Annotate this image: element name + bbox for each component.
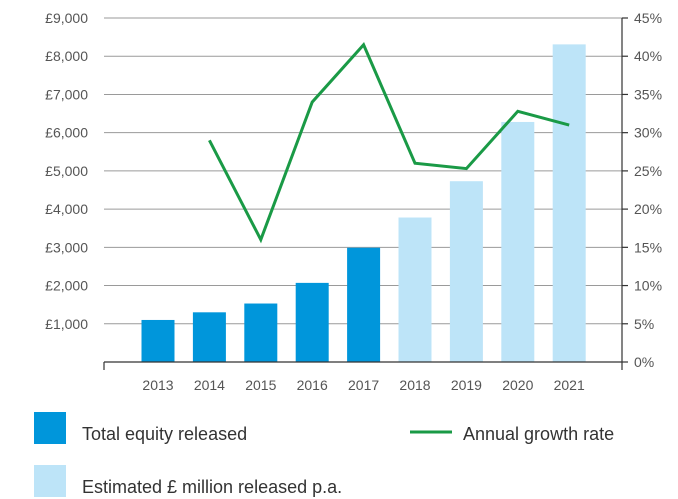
right-axis-ticks: 0% 5% 10% 15% 20% 25% 30% 35% 40% 45% xyxy=(634,10,662,370)
right-axis-tick-label: 25% xyxy=(634,163,662,179)
bar xyxy=(141,319,175,362)
left-axis-tick-label: £2,000 xyxy=(45,278,88,294)
growth-line xyxy=(208,42,570,244)
left-axis-tick-label: £7,000 xyxy=(45,86,88,102)
bar xyxy=(398,217,432,362)
right-axis-tick-label: 0% xyxy=(634,354,654,370)
gridlines xyxy=(104,17,622,325)
x-axis-tick-label: 2017 xyxy=(348,377,379,393)
right-axis-tick-label: 35% xyxy=(634,86,662,102)
left-axis-tick-label: £1,000 xyxy=(45,316,88,332)
right-axis-tick-label: 15% xyxy=(634,239,662,255)
legend: Total equity released Annual growth rate… xyxy=(34,412,614,497)
right-axis-tick-label: 45% xyxy=(634,10,662,26)
left-axis-tick-label: £6,000 xyxy=(45,125,88,141)
left-axis-tick-label: £8,000 xyxy=(45,48,88,64)
right-axis-tick-label: 40% xyxy=(634,48,662,64)
legend-label-total: Total equity released xyxy=(82,424,247,444)
growth-line-series xyxy=(208,42,570,244)
left-axis-tick-label: £5,000 xyxy=(45,163,88,179)
left-axis-tick-label: £4,000 xyxy=(45,201,88,217)
legend-label-growth: Annual growth rate xyxy=(463,424,614,444)
right-axis-tick-label: 20% xyxy=(634,201,662,217)
x-axis-tick-label: 2015 xyxy=(245,377,276,393)
left-axis-tick-label: £3,000 xyxy=(45,239,88,255)
bar xyxy=(449,181,483,362)
x-axis-ticks: 2013 2014 2015 2016 2017 2018 2019 2020 2021 xyxy=(142,377,585,393)
legend-swatch-estimated xyxy=(34,465,66,497)
x-axis-tick-label: 2019 xyxy=(451,377,482,393)
right-axis-tick-label: 10% xyxy=(634,278,662,294)
x-axis-tick-label: 2020 xyxy=(502,377,533,393)
x-axis-tick-label: 2021 xyxy=(554,377,585,393)
x-axis-tick-label: 2014 xyxy=(194,377,225,393)
axes xyxy=(103,17,628,370)
x-axis-tick-label: 2016 xyxy=(297,377,328,393)
right-axis-tick-label: 5% xyxy=(634,316,654,332)
bar xyxy=(347,247,381,362)
legend-label-estimated: Estimated £ million released p.a. xyxy=(82,477,342,497)
bar-series xyxy=(141,44,586,363)
bar xyxy=(501,121,535,362)
bar xyxy=(552,44,586,363)
bar xyxy=(244,303,278,362)
legend-swatch-total xyxy=(34,412,66,444)
x-axis-tick-label: 2013 xyxy=(142,377,173,393)
bar xyxy=(192,312,226,362)
x-axis-tick-label: 2018 xyxy=(399,377,430,393)
right-axis-tick-label: 30% xyxy=(634,125,662,141)
left-axis-tick-label: £9,000 xyxy=(45,10,88,26)
bar xyxy=(295,282,329,362)
left-axis-ticks: £1,000 £2,000 £3,000 £4,000 £5,000 £6,000 £7,0… xyxy=(45,10,88,332)
